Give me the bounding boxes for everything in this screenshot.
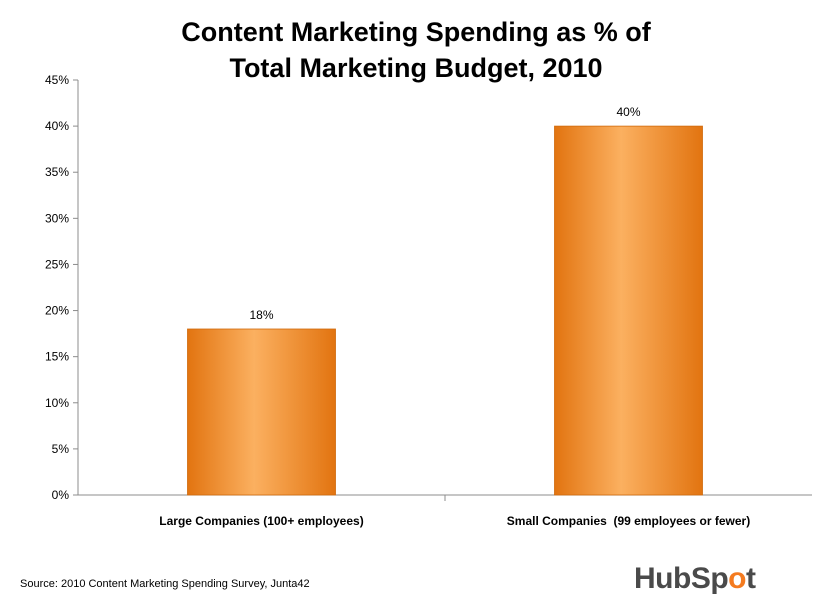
chart-title: Content Marketing Spending as % of Total… <box>0 14 832 86</box>
hubspot-logo: HubSpot <box>634 562 756 596</box>
x-category-label: Large Companies (100+ employees) <box>159 514 363 528</box>
y-tick-label: 15% <box>45 350 69 364</box>
data-label: 18% <box>249 308 273 322</box>
logo-text-accent: o <box>728 562 746 595</box>
chart-title-line-2: Total Marketing Budget, 2010 <box>229 53 603 83</box>
logo-text-end: t <box>745 562 756 595</box>
bar <box>554 125 703 496</box>
chart-title-line-1: Content Marketing Spending as % of <box>181 17 651 47</box>
source-note: Source: 2010 Content Marketing Spending … <box>20 578 310 590</box>
y-tick-label: 30% <box>45 211 69 225</box>
bar <box>187 328 336 496</box>
y-tick-label: 35% <box>45 165 69 179</box>
y-tick-label: 40% <box>45 119 69 133</box>
y-tick-label: 0% <box>52 488 70 502</box>
y-tick-label: 5% <box>52 442 70 456</box>
labels: 0% 5% 10% 15% 20% 25% 30% 35% 40% 45% 18% Large Com… <box>45 73 750 528</box>
data-label: 40% <box>616 105 640 119</box>
x-category-label: Small Companies (99 employees or fewer) <box>507 514 750 528</box>
logo-text-main: HubSp <box>634 562 729 595</box>
y-tick-label: 45% <box>45 73 69 87</box>
y-tick-label: 25% <box>45 257 69 271</box>
y-tick-label: 10% <box>45 396 69 410</box>
bars <box>187 125 703 496</box>
y-tick-label: 20% <box>45 304 69 318</box>
